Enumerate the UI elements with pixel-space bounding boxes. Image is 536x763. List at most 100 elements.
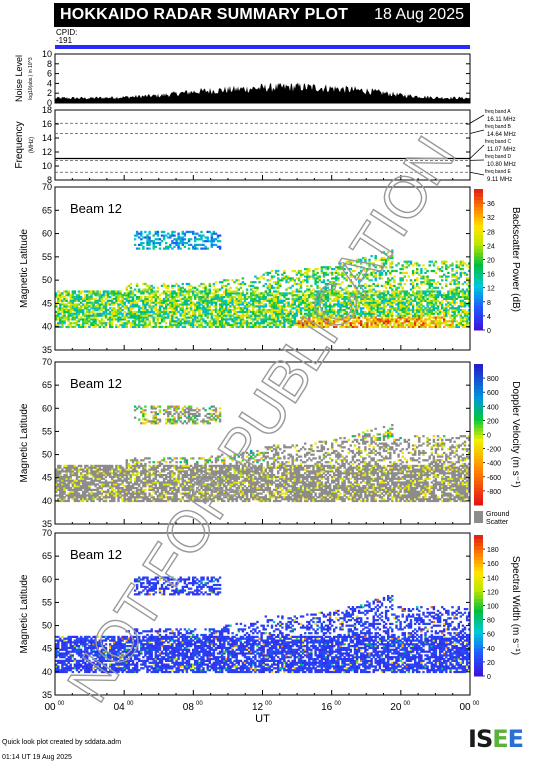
power-colorbar-step — [474, 189, 483, 193]
power-colorbar-step — [474, 224, 483, 229]
velocity-colorbar-tick-label: 400 — [487, 404, 499, 411]
velocity-colorbar-tick-label: -400 — [487, 461, 501, 468]
footer-timestamp: 01:14 UT 19 Aug 2025 — [2, 754, 72, 761]
width-colorbar-step — [474, 602, 483, 606]
width-colorbar-step — [474, 577, 483, 582]
power-colorbar-step — [474, 256, 483, 260]
width-colorbar-step — [474, 570, 483, 575]
width-colorbar-step — [474, 545, 483, 550]
width-colorbar-step — [474, 598, 483, 603]
cpid-label: CPID: — [56, 28, 78, 37]
x-tick-label: 04 — [114, 702, 126, 713]
power-colorbar-step — [474, 192, 483, 197]
power-colorbar-step — [474, 277, 483, 282]
power-colorbar-step — [474, 217, 483, 222]
width-colorbar-step — [474, 644, 483, 649]
frequency-band-label: freq band C — [485, 139, 512, 145]
frequency-band-value: 16.11 MHz — [487, 117, 516, 123]
width-cells — [55, 576, 471, 674]
frequency-band-value: 9.11 MHz — [487, 177, 512, 183]
velocity-beam-label: Beam 12 — [70, 376, 122, 391]
x-tick-label: 20 — [390, 702, 402, 713]
velocity-y-tick-label: 40 — [42, 496, 52, 506]
ground-scatter-label-2: Scatter — [486, 519, 509, 526]
power-ylabel: Magnetic Latitude — [19, 229, 30, 308]
velocity-colorbar-step — [474, 473, 483, 478]
power-colorbar-tick-label: 0 — [487, 328, 491, 335]
velocity-colorbar-step — [474, 441, 483, 446]
power-colorbar-step — [474, 213, 483, 218]
frequency-band-value: 10.80 MHz — [487, 162, 516, 168]
power-beam-label: Beam 12 — [70, 201, 122, 216]
velocity-colorbar-step — [474, 490, 483, 495]
power-colorbar-step — [474, 203, 483, 208]
power-colorbar-step — [474, 227, 483, 232]
power-colorbar-step — [474, 245, 483, 250]
velocity-colorbar-step — [474, 416, 483, 421]
power-colorbar-step — [474, 238, 483, 243]
width-colorbar-step — [474, 633, 483, 638]
velocity-colorbar-step — [474, 494, 483, 499]
width-y-tick-label: 65 — [42, 551, 52, 561]
ground-scatter-swatch — [474, 511, 483, 523]
velocity-y-tick-label: 70 — [42, 357, 52, 367]
power-colorbar-step — [474, 291, 483, 296]
velocity-cells — [55, 405, 471, 503]
velocity-colorbar-step — [474, 423, 483, 428]
power-colorbar-step — [474, 252, 483, 257]
power-colorbar-step — [474, 319, 483, 324]
frequency-band-value: 11.07 MHz — [487, 147, 516, 153]
width-colorbar-tick-label: 20 — [487, 660, 495, 667]
isee-logo-letter: E — [492, 725, 508, 753]
power-y-tick-label: 40 — [42, 322, 52, 332]
power-colorbar-step — [474, 270, 483, 275]
velocity-colorbar-tick-label: -600 — [487, 475, 501, 482]
power-y-tick-label: 55 — [42, 252, 52, 262]
width-colorbar-step — [474, 609, 483, 613]
velocity-colorbar-tick-label: 800 — [487, 376, 499, 383]
noise-y-tick-label: 10 — [42, 49, 52, 59]
power-colorbar-step — [474, 315, 483, 320]
width-colorbar-step — [474, 542, 483, 546]
frequency-y-tick-label: 8 — [47, 175, 52, 185]
power-colorbar-step — [474, 199, 483, 204]
width-colorbar-step — [474, 587, 483, 592]
power-colorbar-step — [474, 248, 483, 253]
width-colorbar-step — [474, 616, 483, 621]
width-y-tick-label: 45 — [42, 644, 52, 654]
frequency-band-leader — [469, 114, 485, 124]
width-y-tick-label: 55 — [42, 597, 52, 607]
velocity-colorbar-step — [474, 413, 483, 418]
width-colorbar-step — [474, 647, 483, 652]
width-colorbar-step — [474, 661, 483, 666]
frequency-band-label: freq band E — [485, 169, 512, 175]
isee-logo-letter: E — [507, 725, 524, 753]
power-colorbar-step — [474, 196, 483, 201]
power-colorbar-step — [474, 287, 483, 292]
x-tick-label: 12 — [252, 702, 264, 713]
width-colorbar-step — [474, 665, 483, 670]
velocity-colorbar-step — [474, 462, 483, 467]
velocity-colorbar-step — [474, 427, 483, 432]
width-colorbar-tick-label: 180 — [487, 547, 499, 554]
power-colorbar-step — [474, 294, 483, 299]
power-y-tick-label: 45 — [42, 298, 52, 308]
width-colorbar-step — [474, 612, 483, 617]
velocity-colorbar-step — [474, 378, 483, 383]
x-tick-label: 00 — [44, 702, 56, 713]
velocity-colorbar-tick-label: -800 — [487, 489, 501, 496]
velocity-colorbar-tick-label: -200 — [487, 447, 501, 454]
width-colorbar-step — [474, 651, 483, 656]
width-colorbar-step — [474, 594, 483, 599]
width-colorbar-step — [474, 626, 483, 631]
x-tick-label-sup: 00 — [403, 701, 410, 707]
width-y-tick-label: 50 — [42, 621, 52, 631]
velocity-colorbar-step — [474, 388, 483, 393]
width-colorbar-tick-label: 80 — [487, 618, 495, 625]
power-y-tick-label: 70 — [42, 182, 52, 192]
velocity-y-tick-label: 60 — [42, 403, 52, 413]
width-colorbar-tick-label: 100 — [487, 604, 499, 611]
width-colorbar-step — [474, 591, 483, 596]
x-axis-label: UT — [255, 713, 270, 725]
